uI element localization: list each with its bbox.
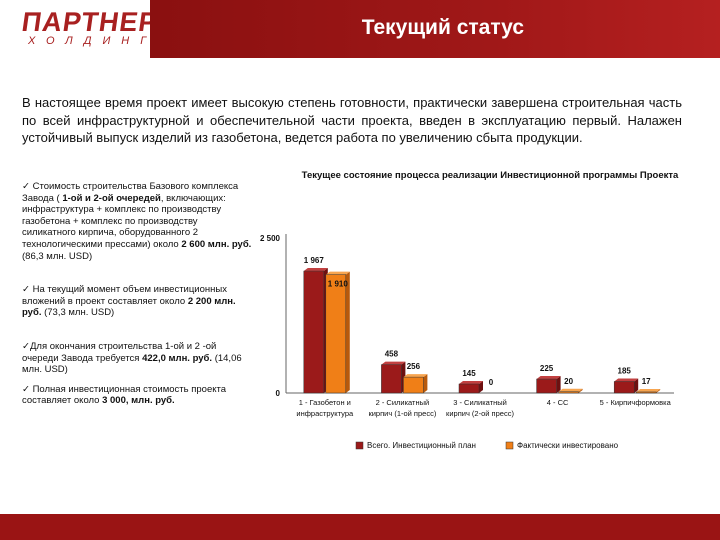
data-label: 256	[407, 362, 421, 371]
bullet-text: (86,3 млн. USD)	[22, 250, 93, 262]
title-bar: Текущий статус	[150, 0, 720, 58]
bar-actual	[325, 274, 347, 394]
bar-side	[578, 388, 583, 393]
x-tick-label: 2 - Силикатный	[376, 398, 430, 407]
bar-side	[345, 271, 350, 393]
data-label: 225	[540, 364, 554, 373]
x-tick-label: кирпич (2-ой пресс)	[446, 409, 514, 418]
bar-side	[634, 378, 639, 393]
bullet-item-total: ✓ Полная инвестиционная стоимость проект…	[22, 384, 252, 407]
bullet-bold-text: 3 000, млн. руб.	[102, 395, 175, 407]
bar-plan	[303, 270, 325, 394]
bar-plan	[613, 381, 635, 394]
check-icon: ✓	[22, 383, 30, 395]
check-icon: ✓	[22, 340, 30, 352]
bar-actual	[403, 376, 424, 394]
bullet-text: (73,3 млн. USD)	[41, 307, 115, 319]
data-label: 1 910	[328, 280, 349, 289]
page-title: Текущий статус	[361, 16, 524, 39]
bullet-text: (14,06 млн. USD)	[22, 352, 242, 376]
bar-top	[381, 361, 406, 365]
bar-top	[459, 381, 483, 385]
bar-plan	[381, 364, 402, 394]
bullet-text: , включающих: инфраструктура + комплекс …	[22, 192, 226, 250]
data-label: 0	[489, 378, 494, 387]
data-label: 17	[642, 377, 651, 386]
bullet-text: На текущий момент объем инвестиционных в…	[22, 284, 227, 307]
y-tick-label: 0	[276, 389, 281, 398]
data-label: 20	[564, 377, 573, 386]
legend-label: Всего. Инвестиционный план	[367, 441, 476, 450]
bullet-bold-text: 422,0 млн. руб.	[142, 352, 213, 364]
title-bar-divider	[150, 58, 720, 62]
x-tick-label: инфраструктура	[296, 409, 354, 418]
header: ПАРТНЕР ХОЛДИНГ Текущий статус	[0, 0, 720, 62]
bar-side	[556, 376, 561, 393]
bar-side	[479, 381, 483, 393]
x-tick-label: 5 - Кирпичформовка	[600, 398, 672, 407]
data-label: 1 967	[304, 256, 325, 265]
bar-top	[303, 268, 328, 272]
x-tick-label: кирпич (1-ой пресс)	[368, 409, 436, 418]
logo-sub-text: ХОЛДИНГ	[28, 35, 158, 47]
investment-bar-chart: 0 2 500 1 967 458 145 225 185 1 910 256 0 20 17 1 - …	[260, 234, 674, 450]
bar-top	[558, 388, 583, 392]
intro-paragraph: В настоящее время проект имеет высокую с…	[22, 95, 682, 145]
logo-main-text: ПАРТНЕР	[19, 7, 160, 37]
bar-actual	[558, 391, 579, 394]
x-tick-label: 3 - Силикатный	[453, 398, 507, 407]
footer-bar	[0, 514, 720, 540]
legend-label: Фактически инвестировано	[517, 441, 619, 450]
bar-top	[614, 378, 639, 382]
data-label: 185	[618, 367, 632, 376]
bullet-list: ✓ Стоимость строительства Базового компл…	[22, 181, 252, 429]
bar-top	[403, 374, 428, 378]
legend-swatch	[505, 441, 514, 450]
bullet-bold-text: 2 600 млн. руб.	[181, 238, 252, 250]
y-tick-label: 2 500	[260, 234, 281, 243]
logo: ПАРТНЕР ХОЛДИНГ	[14, 5, 160, 51]
bullet-text: Стоимость строительства Базового комплек…	[22, 181, 239, 204]
bar-top	[636, 388, 661, 392]
data-label: 458	[385, 350, 399, 359]
x-tick-label: 1 - Газобетон и	[299, 398, 351, 407]
bullet-text: Для окончания строительства 1-ой и 2 -ой…	[22, 340, 217, 364]
bullet-text: Полная инвестиционная стоимость проекта …	[22, 383, 227, 407]
bar-plan	[536, 378, 557, 394]
bullet-item-cost: ✓ Стоимость строительства Базового компл…	[22, 181, 252, 262]
bar-actual	[635, 391, 657, 394]
bar-top	[325, 271, 350, 275]
bullet-bold-text: 1-ой и 2-ой очередей	[62, 192, 161, 204]
bar-top	[536, 376, 561, 380]
bullet-item-invested: ✓ На текущий момент объем инвестиционных…	[22, 284, 252, 319]
bar-plan	[458, 383, 480, 394]
legend-swatch	[355, 441, 364, 450]
bar-side	[423, 374, 428, 393]
data-label: 145	[462, 369, 476, 378]
bullet-bold-text: 2 200 млн. руб.	[22, 295, 236, 319]
bullet-item-remaining: ✓Для окончания строительства 1-ой и 2 -о…	[22, 341, 252, 376]
x-tick-label: 4 - СС	[547, 398, 569, 407]
check-icon: ✓	[22, 181, 30, 192]
chart-title: Текущее состояние процесса реализации Ин…	[301, 170, 679, 181]
check-icon: ✓	[22, 284, 30, 296]
bar-side	[656, 388, 661, 393]
